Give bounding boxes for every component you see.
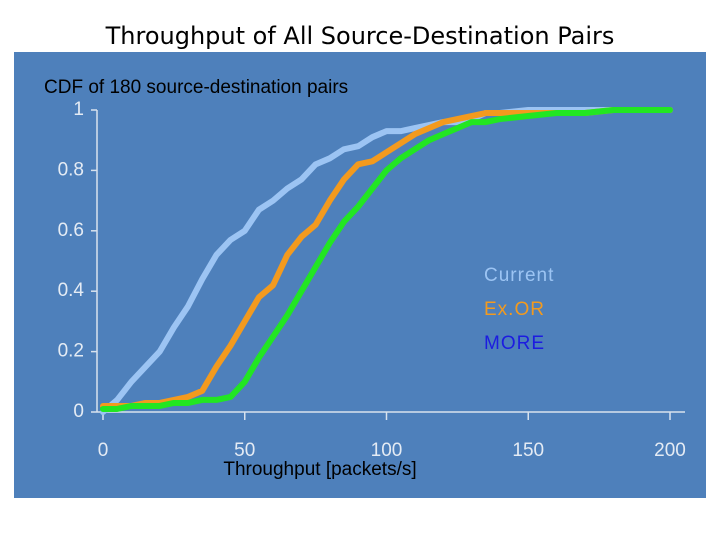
y-tick-label: 0.8 bbox=[58, 159, 84, 180]
x-axis-label: Throughput [packets/s] bbox=[223, 459, 416, 480]
chart-title: Throughput of All Source-Destination Pai… bbox=[105, 22, 615, 50]
x-tick-label: 0 bbox=[98, 440, 109, 461]
legend-entry: Current bbox=[484, 265, 554, 286]
series-line bbox=[100, 107, 673, 412]
y-tick-label: 0.6 bbox=[58, 220, 84, 241]
y-tick-label: 1 bbox=[73, 99, 84, 120]
legend-entry: MORE bbox=[484, 333, 545, 354]
x-tick-label: 200 bbox=[654, 440, 686, 461]
x-tick-label: 100 bbox=[371, 440, 403, 461]
panel bbox=[14, 52, 706, 498]
legend-entry: Ex.OR bbox=[484, 299, 545, 320]
y-tick-label: 0 bbox=[73, 401, 84, 422]
y-tick-label: 0.4 bbox=[58, 280, 85, 301]
chart-subtitle: CDF of 180 source-destination pairs bbox=[44, 77, 348, 98]
x-tick-label: 50 bbox=[234, 440, 255, 461]
x-tick-label: 150 bbox=[512, 440, 544, 461]
y-tick-label: 0.2 bbox=[58, 341, 84, 362]
series-line bbox=[100, 107, 673, 409]
